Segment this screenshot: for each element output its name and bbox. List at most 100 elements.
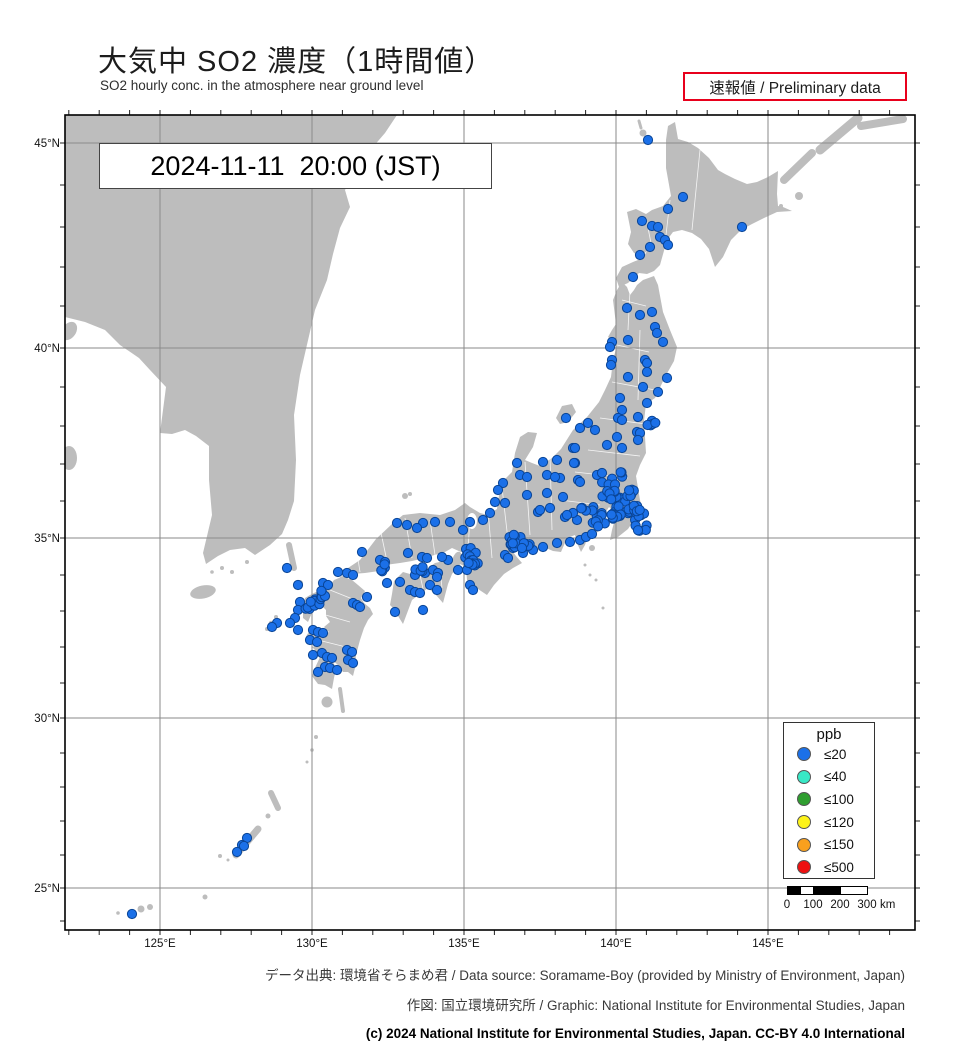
station-dot — [492, 484, 504, 496]
station-dot — [477, 514, 489, 526]
frame-ticks — [60, 110, 920, 935]
legend-swatch-le40 — [797, 769, 811, 784]
station-dot — [537, 456, 549, 468]
station-dot — [361, 591, 373, 603]
station-dot — [611, 431, 623, 443]
page-title: 大気中 SO2 濃度（1時間値） — [98, 46, 495, 78]
land-iriomote — [137, 905, 145, 913]
scale-label-100: 100 — [803, 899, 823, 911]
station-dot — [677, 191, 689, 203]
station-dot — [346, 646, 358, 658]
station-dot — [436, 551, 448, 563]
land-kunashiri — [780, 149, 816, 184]
station-dot — [457, 524, 469, 536]
legend-box: ppb ≤20 ≤40 ≤100 ≤120 ≤150 ≤500 — [783, 722, 875, 879]
preliminary-data-badge: 速報値 / Preliminary data — [683, 72, 907, 101]
station-dot — [586, 528, 598, 540]
station-dot — [605, 359, 617, 371]
legend-row: ≤500 — [784, 856, 874, 879]
station-dot — [332, 566, 344, 578]
station-dot — [534, 504, 546, 516]
station-dot — [624, 485, 635, 496]
station-dot — [641, 357, 653, 369]
station-dot — [560, 412, 572, 424]
lon-axis-label: 140°E — [600, 938, 632, 950]
station-dot — [379, 559, 390, 570]
station-dot — [281, 562, 293, 574]
station-dot — [411, 522, 423, 534]
station-dot — [557, 491, 569, 503]
station-dot — [632, 434, 644, 446]
footer-graphic-credit: 作図: 国立環境研究所 / Graphic: National Institut… — [406, 998, 905, 1013]
station-dot — [231, 846, 243, 858]
station-dot — [650, 417, 661, 428]
axis-labels: 125°E 130°E 135°E 140°E 145°E 45°N 40°N 35°N 30°… — [34, 138, 784, 950]
station-dot — [604, 341, 616, 353]
station-dot — [521, 489, 533, 501]
station-dot — [621, 302, 633, 314]
land-shandong — [65, 446, 77, 470]
station-dot — [312, 666, 324, 678]
legend-row: ≤100 — [784, 788, 874, 811]
station-dot — [662, 203, 674, 215]
station-dot — [347, 569, 359, 581]
legend-swatch-le100 — [797, 792, 811, 807]
station-dot — [627, 271, 639, 283]
timestamp-label: 2024-11-11 20:00 (JST) — [150, 150, 441, 181]
footer: データ出典: 環境省そらまめ君 / Data source: Soramame-… — [180, 964, 905, 1041]
station-dot — [616, 414, 628, 426]
station-dot — [489, 496, 501, 508]
station-dot — [389, 606, 401, 618]
station-dot — [401, 519, 413, 531]
station-dot — [582, 417, 594, 429]
station-dot — [431, 584, 443, 596]
land-miyako — [202, 894, 208, 900]
lon-axis-label: 130°E — [296, 938, 328, 950]
scale-segment — [788, 887, 801, 894]
station-dot — [331, 664, 343, 676]
station-dot — [561, 509, 573, 521]
station-dot — [616, 404, 628, 416]
station-dot — [126, 908, 138, 920]
station-dot — [414, 587, 426, 599]
legend-row: ≤40 — [784, 766, 874, 789]
legend-swatch-le120 — [797, 815, 811, 830]
land-mainland-asia — [65, 115, 397, 564]
station-dot — [354, 601, 366, 613]
station-dot — [444, 516, 456, 528]
legend-label-le40: ≤40 — [824, 769, 847, 785]
station-dot — [508, 529, 519, 541]
station-dot — [311, 636, 323, 648]
land-iturup — [815, 115, 863, 155]
land-ishigaki — [147, 904, 153, 910]
station-dot — [544, 502, 556, 514]
legend-label-le120: ≤120 — [824, 814, 854, 830]
station-dot — [292, 624, 304, 636]
scale-label-0: 0 — [783, 899, 791, 911]
scale-bar-labels: 0 100 200 300 km — [0, 899, 980, 915]
station-dot — [622, 334, 634, 346]
station-dot — [307, 649, 319, 661]
station-dot — [484, 507, 496, 519]
legend-swatch-le150 — [797, 837, 811, 852]
lon-axis-label: 135°E — [448, 938, 480, 950]
station-dot — [417, 562, 428, 573]
station-dot — [601, 439, 613, 451]
station-dot — [606, 494, 617, 505]
station-dot — [497, 477, 509, 489]
station-dot — [429, 516, 441, 528]
land-yonaguni — [116, 911, 120, 915]
station-dot — [317, 627, 329, 639]
page-subtitle: SO2 hourly conc. in the atmosphere near … — [100, 78, 424, 93]
station-dot — [634, 504, 645, 516]
lon-axis-label: 125°E — [144, 938, 176, 950]
station-dot — [662, 239, 674, 251]
station-dot — [651, 327, 663, 339]
station-dot — [292, 579, 304, 591]
station-dot — [381, 577, 393, 589]
station-dots — [126, 134, 748, 920]
legend-swatch-le20 — [797, 747, 811, 762]
station-dot — [593, 521, 604, 532]
station-dot — [632, 525, 644, 536]
